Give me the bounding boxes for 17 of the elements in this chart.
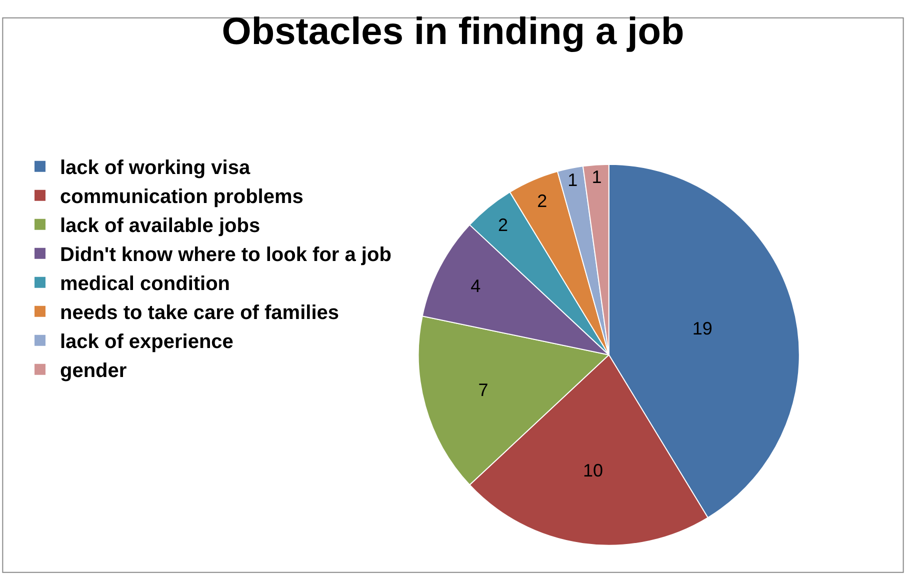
legend-label: lack of available jobs (60, 215, 260, 238)
legend-label: gender (60, 360, 127, 382)
legend-label: lack of working visa (60, 157, 251, 180)
legend-label: medical condition (60, 273, 230, 296)
data-label: 4 (470, 276, 481, 296)
data-label: 1 (568, 170, 578, 190)
data-label: 19 (692, 318, 712, 339)
legend-label: Didn't know where to look for a job (60, 244, 392, 266)
chart-title: Obstacles in finding a job (222, 10, 684, 53)
legend-label: lack of experience (60, 331, 234, 354)
legend-label: communication problems (60, 186, 304, 208)
legend-label: needs to take care of families (60, 302, 340, 324)
data-label: 2 (498, 214, 508, 235)
data-label: 7 (478, 380, 488, 400)
data-label: 1 (592, 166, 602, 187)
data-label: 10 (582, 460, 603, 481)
data-label: 2 (537, 191, 548, 212)
